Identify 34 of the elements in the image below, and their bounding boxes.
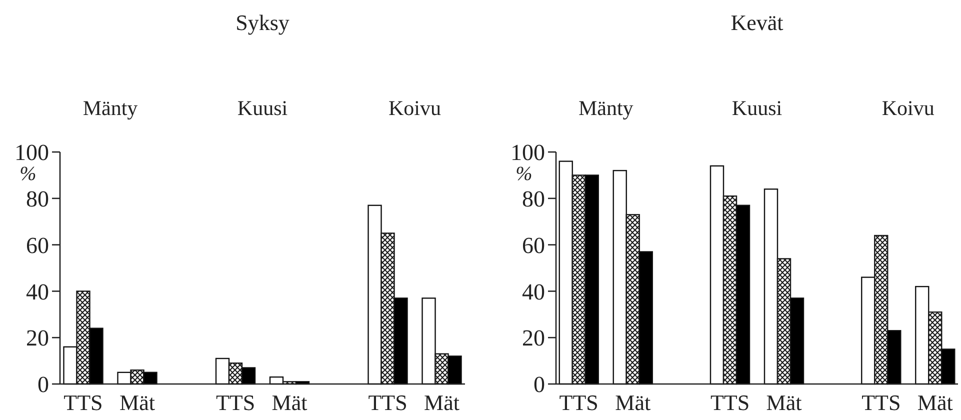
- y-tick-label: 0: [38, 372, 49, 398]
- text: Koivu: [388, 96, 442, 120]
- y-tick-label: 60: [522, 232, 545, 258]
- x-tick-label: TTS: [216, 390, 256, 415]
- y-tick-label: 0: [534, 372, 545, 398]
- text: Koivu: [882, 96, 935, 120]
- y-tick-label: 100: [510, 140, 545, 166]
- y-tick-label: 40: [26, 279, 49, 304]
- text: Kuusi: [732, 96, 782, 120]
- x-tick-label: TTS: [368, 390, 408, 415]
- x-tick-label: TTS: [559, 390, 598, 415]
- x-tick-label: Mät: [272, 390, 308, 415]
- x-tick-label: Mät: [766, 390, 802, 415]
- x-tick-label: TTS: [710, 390, 750, 415]
- x-tick-label: Mät: [615, 390, 651, 415]
- chart-title: Kevät: [730, 10, 784, 35]
- y-tick-label: 20: [26, 326, 49, 351]
- y-axis-title: %: [20, 163, 36, 185]
- x-tick-label: Mät: [917, 390, 953, 415]
- y-tick-label: 60: [26, 232, 49, 258]
- y-tick-label: 80: [26, 186, 49, 212]
- y-tick-label: 100: [14, 140, 49, 166]
- x-tick-label: TTS: [64, 390, 103, 415]
- y-tick-label: 80: [522, 186, 545, 212]
- text: Mänty: [82, 96, 138, 120]
- text: Mänty: [578, 96, 634, 120]
- chart-title: Syksy: [236, 10, 290, 35]
- text: Kuusi: [237, 96, 288, 120]
- x-tick-label: Mät: [424, 390, 460, 415]
- x-tick-label: Mät: [120, 390, 155, 415]
- y-axis-title: %: [516, 163, 532, 185]
- y-tick-label: 40: [522, 279, 545, 304]
- y-tick-label: 20: [522, 326, 545, 351]
- x-tick-label: TTS: [862, 390, 901, 415]
